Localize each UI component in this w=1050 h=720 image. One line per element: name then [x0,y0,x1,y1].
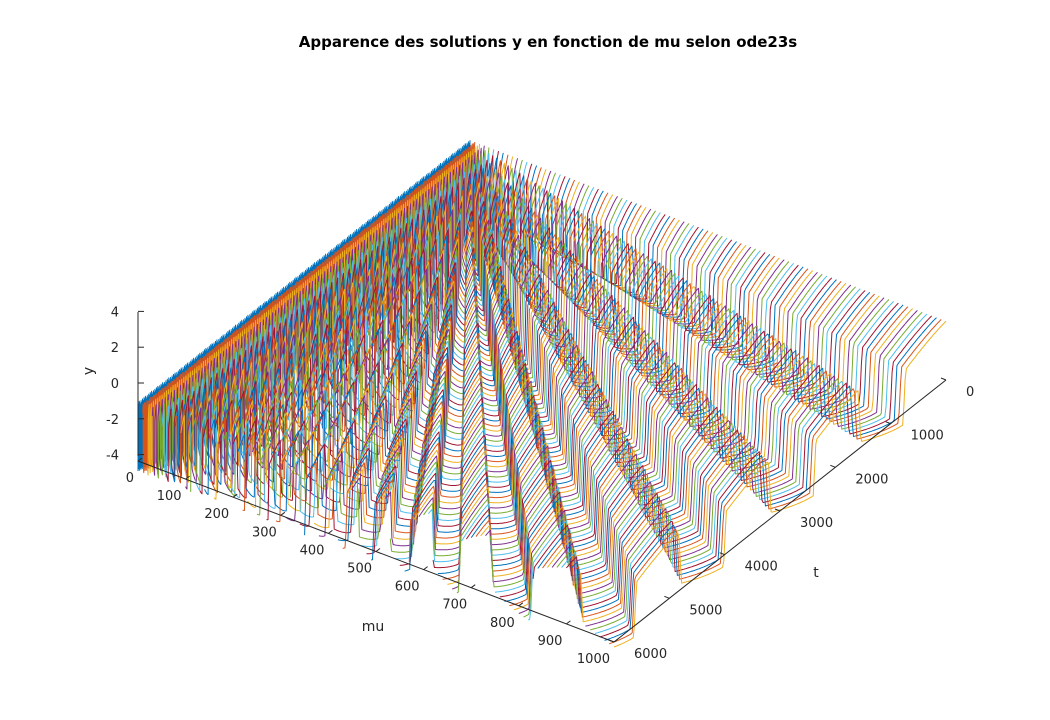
mu-tick-mark [137,457,143,462]
mu-tick-label: 0 [126,471,134,486]
mu-tick-mark [280,511,286,516]
y-axis-label: t [813,565,819,581]
solution-trace [485,272,818,583]
t-tick-mark [830,464,836,468]
solution-trace [399,239,733,566]
solution-traces [137,140,947,648]
mu-tick-label: 1000 [577,652,610,667]
y-tick-label: 4 [111,305,119,320]
solution-trace [299,201,633,527]
solution-trace [208,167,542,493]
t-tick-mark [664,595,670,599]
solution-trace [585,310,918,627]
t-axis-ticks: 0 1000 2000 3000 4000 5000 6000 [608,377,974,662]
solution-trace [308,205,642,520]
solution-trace [528,288,861,621]
solution-trace [275,192,609,523]
solution-trace [546,295,880,590]
mu-tick-mark [423,566,428,570]
mu-tick-label: 200 [204,507,229,522]
solution-trace [394,237,728,560]
solution-trace [590,311,923,631]
solution-trace [380,232,714,540]
solution-trace [556,299,890,600]
solution-trace [609,319,942,645]
mu-tick-label: 700 [442,598,467,613]
mu-tick-label: 100 [157,489,182,504]
solution-trace [418,246,752,551]
chart-title: Apparence des solutions y en fonction de… [299,33,797,51]
mu-tick-mark [185,475,190,480]
mu-axis-ticks: 0 100 200 300 400 500 600 700 800 900 1000 [126,457,619,667]
t-tick-label: 2000 [855,472,888,487]
solution-trace [613,320,947,648]
solution-trace [199,163,533,495]
solution-trace [161,149,495,478]
mu-tick-mark [328,530,333,534]
t-tick-label: 3000 [800,516,833,531]
solution-trace [342,217,676,549]
t-tick-mark [885,421,891,425]
solution-trace [256,185,590,516]
mu-tick-mark [518,602,524,607]
mu-tick-mark [375,548,381,552]
solution-trace [346,219,680,526]
solution-trace [542,293,875,586]
y-tick-label: 2 [111,341,119,356]
mu-tick-mark [232,493,238,498]
mu-tick-label: 300 [252,525,277,540]
mu-tick-label: 400 [300,543,325,558]
mu-tick-label: 900 [538,634,563,649]
solution-trace [232,176,566,499]
t-tick-label: 5000 [689,603,722,618]
solution-trace [561,300,894,604]
solution-trace [356,223,690,540]
mu-tick-mark [566,620,571,625]
solution-trace [385,234,718,547]
t-tick-mark [719,552,725,556]
t-tick-mark [940,377,947,381]
mu-tick-mark [613,638,619,643]
y-tick-label: 0 [111,377,119,392]
solution-trace [566,302,899,609]
solution-trace [318,208,652,537]
solution-trace [351,221,685,533]
solution-trace [408,243,742,563]
solution-trace [323,210,657,518]
solution-trace [523,286,856,618]
solution-trace [389,235,723,553]
solution-trace [452,259,785,590]
solution-trace [504,279,837,602]
y-axis-ticks: 4 2 0 -2 -4 [106,305,144,464]
y-tick-label: -4 [106,449,119,464]
solution-trace [480,270,814,577]
mu-tick-mark [470,584,476,589]
solution-trace [190,159,523,493]
solution-trace [423,248,756,557]
y-tick-label: -2 [106,413,119,428]
solution-trace [280,194,614,512]
z-axis-label: y [81,367,97,375]
t-tick-label: 0 [966,385,974,400]
t-tick-label: 1000 [911,429,944,444]
solution-trace [413,244,747,545]
t-tick-mark [608,639,615,643]
solution-trace [223,172,557,497]
mu-tick-label: 800 [490,616,515,631]
t-tick-label: 4000 [745,560,778,575]
t-tick-mark [774,508,781,512]
solution-trace [437,253,771,574]
t-tick-label: 6000 [634,647,667,662]
solution-trace [575,306,909,618]
solution-trace [599,315,933,638]
mu-tick-label: 500 [347,562,372,577]
solution-trace [494,275,828,593]
solution-trace [594,313,928,634]
solution-trace [404,241,737,572]
solution-trace [580,308,914,623]
solution-trace [428,250,761,563]
x-axis-label: mu [362,619,385,635]
mu-tick-label: 600 [395,580,420,595]
